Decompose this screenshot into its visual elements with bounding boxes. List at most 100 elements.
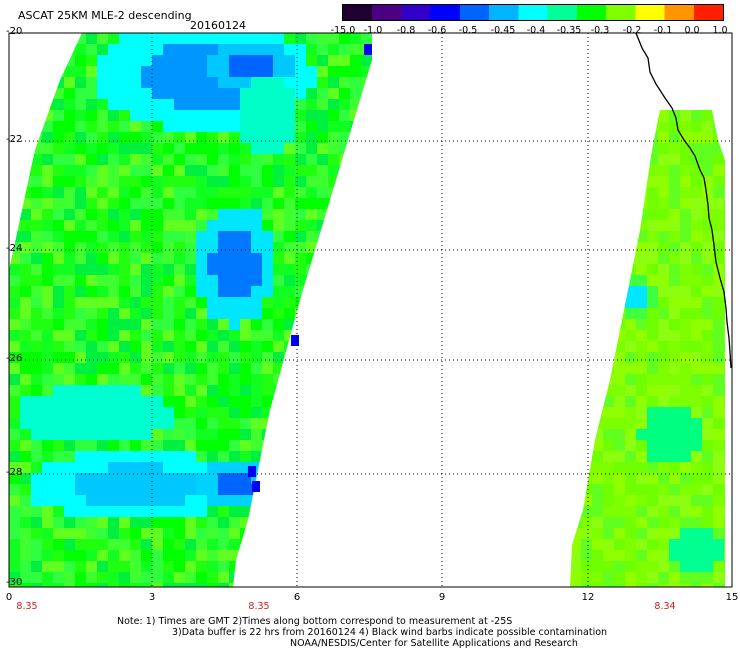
swath-cell (207, 550, 219, 562)
swath-cell (240, 165, 252, 177)
swath-cell (53, 429, 65, 441)
swath-cell (570, 275, 582, 287)
swath-cell (163, 506, 175, 518)
swath-cell (196, 121, 208, 133)
swath-cell (625, 132, 637, 144)
swath-cell (350, 396, 362, 408)
swath-cell (152, 418, 164, 430)
swath-cell (141, 121, 153, 133)
swath-cell (141, 506, 153, 518)
swath-cell (295, 77, 307, 89)
swath-cell (53, 176, 65, 188)
swath-cell (658, 220, 670, 232)
swath-cell (658, 77, 670, 89)
swath-cell (9, 77, 21, 89)
swath-cell (592, 451, 604, 463)
swath-cell (240, 66, 252, 78)
swath-cell (42, 528, 54, 540)
swath-cell (97, 132, 109, 144)
swath-cell (185, 407, 197, 419)
swath-cell (570, 462, 582, 474)
swath-cell (680, 341, 692, 353)
swath-cell (174, 550, 186, 562)
swath-cell (31, 176, 43, 188)
swath-cell (196, 528, 208, 540)
swath-cell (713, 517, 725, 529)
swath-cell (9, 517, 21, 529)
swath-cell (713, 330, 725, 342)
swath-cell (20, 561, 32, 573)
swath-cell (130, 308, 142, 320)
swath-cell (130, 528, 142, 540)
swath-cell (339, 374, 351, 386)
swath-cell (614, 319, 626, 331)
swath-cell (174, 539, 186, 551)
swath-cell (141, 517, 153, 529)
swath-cell (702, 176, 714, 188)
swath-cell (702, 363, 714, 375)
swath-cell (97, 143, 109, 155)
swath-cell (713, 187, 725, 199)
swath-cell (262, 396, 274, 408)
swath-cell (570, 55, 582, 67)
swath-cell (97, 33, 109, 45)
colorbar-label: -0.8 (396, 25, 416, 36)
swath-cell (262, 297, 274, 309)
swath-cell (42, 385, 54, 397)
swath-cell (339, 110, 351, 122)
swath-cell (97, 539, 109, 551)
swath-cell (658, 462, 670, 474)
swath-cell (350, 165, 362, 177)
swath-cell (581, 572, 593, 584)
swath-cell (42, 132, 54, 144)
swath-cell (724, 484, 725, 496)
swath-cell (196, 385, 208, 397)
swath-cell (9, 539, 21, 551)
swath-cell (20, 209, 32, 221)
swath-cell (163, 396, 175, 408)
swath-cell (592, 110, 604, 111)
swath-cell (339, 572, 351, 584)
swath-cell (592, 583, 604, 587)
swath-cell (229, 132, 241, 144)
swath-cell (152, 528, 164, 540)
swath-cell (570, 550, 582, 562)
swath-cell (658, 363, 670, 375)
swath-cell (636, 374, 648, 386)
swath-cell (636, 462, 648, 474)
swath-cell (262, 484, 274, 496)
swath-cell (108, 198, 120, 210)
swath-cell (141, 330, 153, 342)
swath-cell (361, 440, 372, 452)
swath-cell (317, 396, 329, 408)
swath-cell (669, 220, 681, 232)
swath-cell (306, 231, 318, 243)
swath-cell (97, 187, 109, 199)
swath-cell (284, 220, 296, 232)
swath-cell (130, 231, 142, 243)
swath-cell (669, 242, 681, 254)
swath-cell (339, 473, 351, 485)
swath-cell (273, 484, 285, 496)
swath-cell (163, 198, 175, 210)
swath-cell (658, 440, 670, 452)
swath-cell (702, 440, 714, 452)
swath-cell (130, 110, 142, 122)
swath-cell (240, 297, 252, 309)
swath-cell (218, 341, 230, 353)
swath-cell (152, 484, 164, 496)
swath-cell (339, 44, 351, 56)
swath-cell (592, 44, 604, 56)
swath-cell (702, 407, 714, 419)
swath-cell (75, 418, 87, 430)
swath-cell (581, 242, 593, 254)
swath-cell (97, 99, 109, 111)
swath-cell (669, 264, 681, 276)
swath-cell (240, 583, 252, 587)
swath-cell (295, 517, 307, 529)
swath-cell (251, 440, 263, 452)
swath-cell (152, 506, 164, 518)
swath-cell (581, 385, 593, 397)
swath-cell (603, 154, 615, 166)
swath-cell (119, 363, 131, 375)
